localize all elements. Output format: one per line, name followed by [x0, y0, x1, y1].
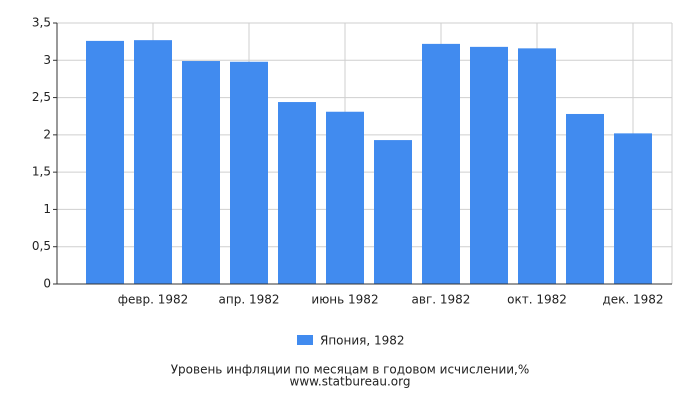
chart-subtitle: www.statbureau.org	[290, 375, 411, 389]
y-tick-label: 1,5	[32, 165, 51, 179]
bar	[470, 46, 508, 285]
y-tick-label: 0	[43, 277, 51, 291]
bar	[566, 113, 604, 284]
bar	[230, 61, 268, 284]
x-tick-label: апр. 1982	[219, 293, 280, 307]
y-tick-label: 0,5	[32, 239, 51, 253]
y-tick-label: 3,5	[32, 16, 51, 30]
chart-title: Уровень инфляции по месяцам в годовом ис…	[171, 363, 530, 377]
legend-swatch	[297, 335, 313, 345]
x-tick-label: июнь 1982	[311, 293, 378, 307]
y-tick-label: 3	[43, 53, 51, 67]
bar	[518, 48, 556, 285]
x-tick-label: дек. 1982	[602, 293, 663, 307]
x-tick-label: окт. 1982	[507, 293, 567, 307]
bar	[422, 43, 460, 284]
bar	[374, 140, 412, 284]
x-tick-label: февр. 1982	[118, 293, 189, 307]
bar	[278, 102, 316, 284]
y-tick-label: 2	[43, 127, 51, 141]
bar	[614, 133, 652, 284]
bar	[326, 111, 364, 285]
legend-label: Япония, 1982	[320, 334, 405, 348]
y-tick-label: 1	[43, 202, 51, 216]
x-tick-label: авг. 1982	[412, 293, 471, 307]
y-tick-label: 2,5	[32, 90, 51, 104]
bar	[134, 40, 172, 284]
bar	[182, 61, 220, 284]
bar	[86, 40, 124, 285]
